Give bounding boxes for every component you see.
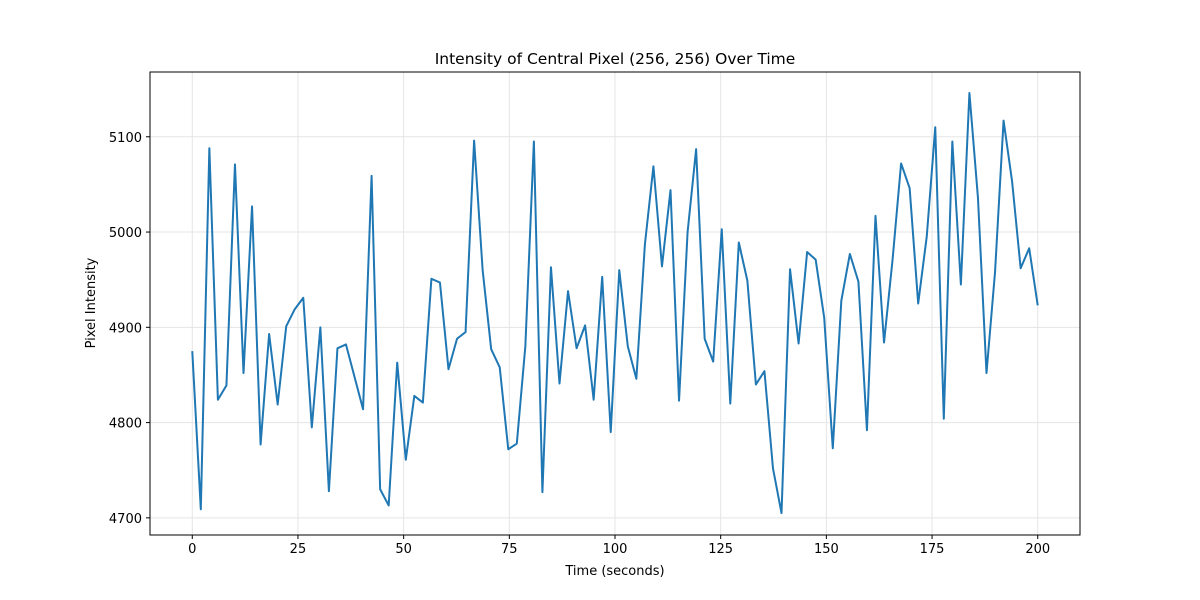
y-axis-label: Pixel Intensity <box>84 257 99 348</box>
x-tick-label: 125 <box>708 542 733 557</box>
plot-frame <box>149 71 1081 536</box>
data-line <box>191 91 1039 515</box>
y-tick-label: 5100 <box>109 131 142 146</box>
x-tick-label: 0 <box>188 542 196 557</box>
y-tick-label: 4900 <box>109 321 142 336</box>
y-tick-label: 4800 <box>109 417 142 432</box>
x-tick-label: 175 <box>920 542 945 557</box>
x-tick-label: 150 <box>814 542 839 557</box>
x-tick-label: 75 <box>501 542 518 557</box>
x-tick-label: 25 <box>290 542 307 557</box>
x-axis-label: Time (seconds) <box>564 564 664 579</box>
x-tick-label: 200 <box>1025 542 1050 557</box>
chart-title: Intensity of Central Pixel (256, 256) Ov… <box>435 50 796 68</box>
y-tick-label: 5000 <box>109 226 142 241</box>
y-tick-label: 4700 <box>109 512 142 527</box>
x-tick-label: 100 <box>603 542 628 557</box>
x-tick-label: 50 <box>395 542 412 557</box>
